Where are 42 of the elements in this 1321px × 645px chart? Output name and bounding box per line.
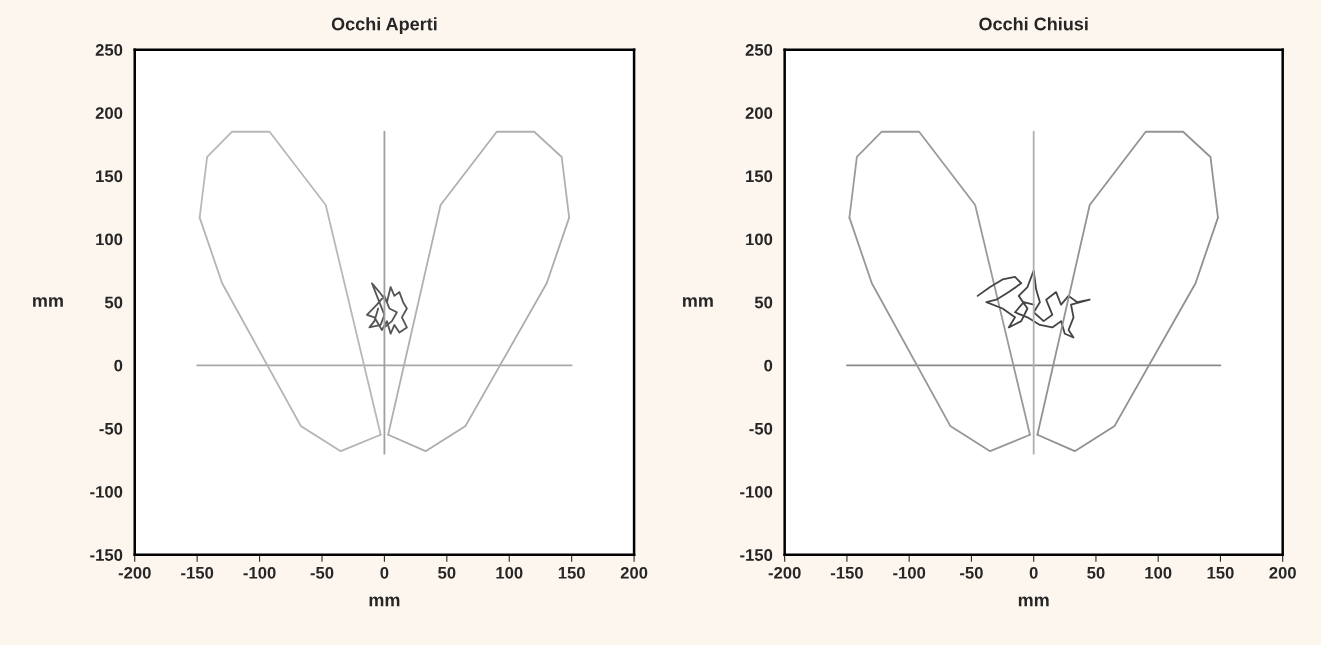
x-tick-label: 0 — [380, 566, 389, 579]
y-tick-label: -100 — [740, 485, 773, 498]
x-tick-label: 200 — [620, 566, 648, 579]
chart-title: Occhi Aperti — [331, 17, 437, 34]
y-tick-label: 50 — [104, 296, 123, 309]
y-axis-title: mm — [33, 297, 63, 307]
x-axis-title: mm — [369, 596, 400, 607]
y-tick-label: 0 — [764, 359, 773, 372]
x-tick-label: 100 — [1145, 566, 1172, 579]
x-tick-label: -200 — [118, 566, 151, 579]
y-tick-label: 50 — [754, 296, 773, 309]
y-tick-label: -50 — [99, 422, 123, 435]
x-tick-label: -150 — [181, 566, 214, 579]
chart-title: Occhi Chiusi — [979, 17, 1088, 31]
y-tick-label: -100 — [90, 485, 123, 498]
x-tick-label: -50 — [960, 566, 983, 579]
y-tick-label: 100 — [746, 233, 773, 246]
x-tick-label: 200 — [1269, 566, 1296, 579]
y-tick-label: 0 — [114, 359, 123, 372]
y-tick-label: 200 — [745, 107, 773, 119]
y-tick-label: -50 — [749, 422, 773, 435]
x-tick-label: -150 — [830, 566, 863, 579]
x-tick-label: -50 — [310, 566, 334, 579]
x-tick-label: -200 — [768, 566, 801, 579]
y-tick-label: -150 — [740, 549, 773, 561]
y-tick-label: 200 — [95, 107, 123, 119]
y-tick-label: 250 — [95, 44, 123, 56]
x-tick-label: -100 — [243, 566, 276, 579]
x-tick-label: 100 — [496, 566, 523, 579]
x-tick-label: 50 — [438, 566, 456, 579]
y-axis-title: mm — [682, 297, 713, 307]
y-tick-label: 150 — [746, 170, 773, 183]
x-tick-label: 150 — [1207, 566, 1234, 579]
x-tick-label: 150 — [558, 566, 585, 579]
x-axis-title: mm — [1018, 596, 1049, 607]
y-tick-label: 250 — [745, 44, 773, 56]
x-tick-label: 50 — [1087, 566, 1105, 579]
y-tick-label: -150 — [90, 549, 123, 561]
y-tick-label: 150 — [96, 170, 123, 183]
x-tick-label: -100 — [893, 566, 926, 579]
y-tick-label: 100 — [96, 233, 123, 246]
x-tick-label: 0 — [1029, 566, 1038, 579]
